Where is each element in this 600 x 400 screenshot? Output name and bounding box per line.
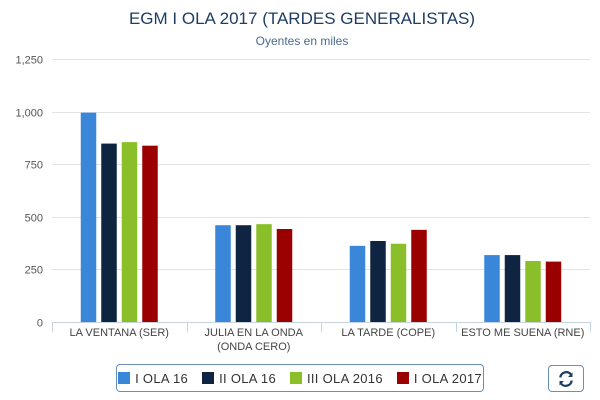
chart-subtitle: Oyentes en miles — [256, 34, 349, 48]
legend-swatch — [289, 372, 302, 384]
legend-label: III OLA 2016 — [306, 370, 383, 386]
y-tick-label: 1,250 — [15, 55, 43, 67]
legend-item-i-ola-2017[interactable]: I OLA 2017 — [396, 370, 482, 386]
bar — [235, 225, 252, 322]
legend-swatch — [202, 372, 215, 384]
y-tick-label: 250 — [25, 265, 43, 277]
y-tick-label: 0 — [37, 318, 43, 330]
bar — [80, 112, 97, 322]
bar — [101, 143, 117, 322]
y-tick-label: 750 — [25, 160, 43, 172]
bar — [349, 245, 366, 322]
legend-label: II OLA 16 — [219, 370, 276, 386]
bar — [390, 243, 407, 322]
y-tick-label: 1,000 — [15, 108, 43, 120]
bar — [256, 224, 272, 322]
grid — [52, 59, 590, 270]
chart-title: EGM I OLA 2017 (TARDES GENERALISTAS) — [129, 9, 475, 28]
x-tick-label: LA TARDE (COPE) — [341, 327, 435, 339]
bar — [121, 142, 138, 322]
refresh-icon — [559, 370, 573, 387]
legend-swatch — [118, 372, 131, 384]
legend-swatch — [396, 372, 409, 384]
bar — [504, 255, 521, 322]
bar — [215, 225, 231, 322]
bar — [411, 229, 427, 322]
bar — [484, 255, 500, 322]
legend: I OLA 16 II OLA 16 III OLA 2016 I OLA 20… — [116, 364, 484, 392]
bar — [276, 229, 293, 322]
axes: 0 250 500 750 1,000 1,250 LA VENTANA (SER) JULI… — [15, 55, 591, 353]
x-tick-label: LA VENTANA (SER) — [70, 327, 169, 339]
x-tick-label: ESTO ME SUENA (RNE) — [461, 327, 584, 339]
bar — [370, 240, 386, 322]
legend-label: I OLA 2017 — [413, 370, 482, 386]
legend-item-iii-ola-2016[interactable]: III OLA 2016 — [289, 370, 383, 386]
x-tick-label: (ONDA CERO) — [217, 341, 290, 353]
legend-item-ii-ola-16[interactable]: II OLA 16 — [202, 371, 276, 386]
bars — [80, 112, 562, 322]
y-tick-label: 500 — [25, 213, 43, 225]
legend-label: I OLA 16 — [135, 370, 189, 386]
refresh-button[interactable] — [548, 365, 584, 392]
bar — [142, 145, 158, 322]
x-tick-label: JULIA EN LA ONDA — [205, 327, 304, 339]
legend-item-i-ola-16[interactable]: I OLA 16 — [118, 371, 188, 386]
bar — [525, 260, 541, 322]
bar — [545, 261, 562, 322]
